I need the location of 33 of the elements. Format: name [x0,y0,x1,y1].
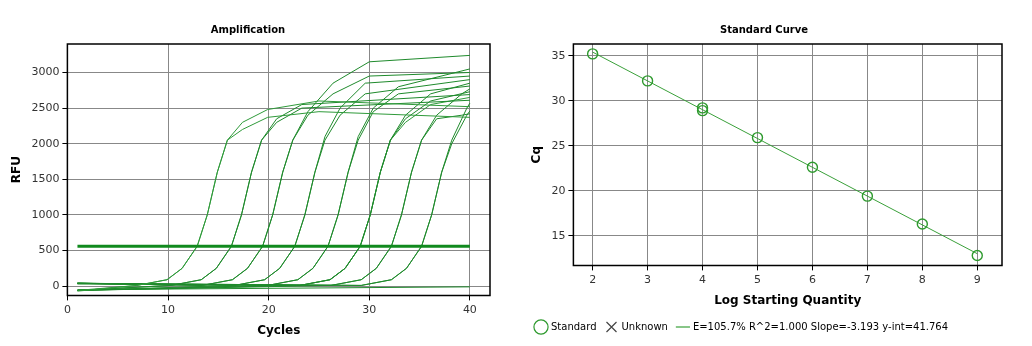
y-tick-label: 30 [551,93,566,107]
x-tick-label: 8 [918,272,926,286]
x-tick-label: 3 [644,272,652,286]
x-axis-title: Log Starting Quantity [714,292,862,307]
legend-label: Unknown [621,320,668,332]
y-tick-label: 20 [551,183,566,197]
x-tick-label: 40 [462,302,477,316]
chart-title: Amplification [210,23,286,35]
legend-label: E=105.7% R^2=1.000 Slope=-3.193 y-int=41.764 [692,320,949,332]
x-tick-label: 0 [63,302,71,316]
x-tick-label: 20 [261,302,276,316]
y-tick-label: 1000 [31,207,60,221]
x-tick-label: 30 [362,302,377,316]
y-tick-label: 3000 [31,65,60,79]
y-tick-label: 500 [38,243,60,257]
x-tick-label: 7 [863,272,871,286]
x-tick-label: 9 [973,272,981,286]
x-axis-title: Cycles [257,322,301,337]
y-tick-label: 2500 [31,100,60,114]
legend-label: Standard [551,320,597,332]
y-tick-label: 35 [551,48,566,62]
y-tick-label: 25 [551,138,566,152]
y-axis-title: Cq [529,146,544,164]
x-tick-label: 10 [161,302,176,316]
x-tick-label: 6 [808,272,816,286]
y-axis-title: RFU [9,156,24,184]
y-tick-label: 15 [551,228,566,242]
y-tick-label: 1500 [31,172,60,186]
x-tick-label: 5 [753,272,761,286]
chart-title: Standard Curve [719,23,809,35]
x-tick-label: 4 [699,272,707,286]
y-tick-label: 2000 [31,136,60,150]
x-tick-label: 2 [589,272,597,286]
